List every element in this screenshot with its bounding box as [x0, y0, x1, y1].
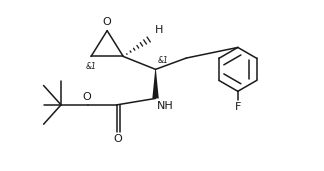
Text: &1: &1 — [86, 62, 97, 71]
Text: O: O — [103, 17, 111, 27]
Text: O: O — [82, 92, 91, 102]
Text: NH: NH — [157, 101, 174, 111]
Text: F: F — [235, 102, 241, 112]
Text: O: O — [114, 134, 122, 144]
Polygon shape — [152, 69, 159, 98]
Text: H: H — [155, 25, 163, 36]
Text: &1: &1 — [158, 56, 169, 65]
